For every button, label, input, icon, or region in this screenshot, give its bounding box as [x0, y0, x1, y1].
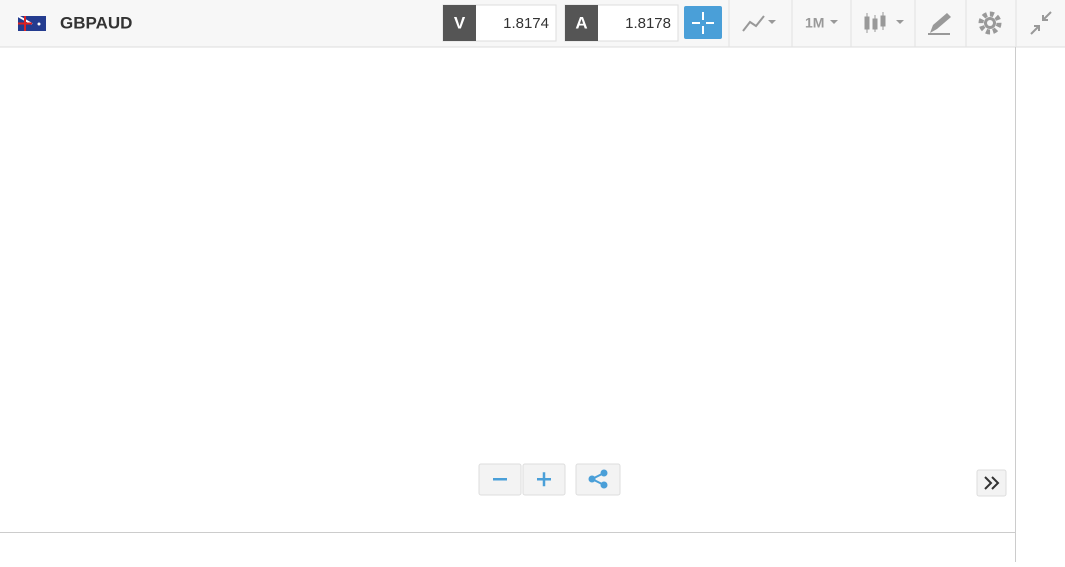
bid-label-box [443, 5, 476, 41]
timeframe[interactable]: 1M [805, 15, 824, 31]
collapse-button[interactable] [1030, 11, 1052, 35]
zoom-out-button[interactable] [478, 463, 522, 496]
scroll-right-button[interactable] [976, 469, 1007, 497]
ask-label-box [565, 5, 598, 41]
symbol: GBPAUD [60, 13, 132, 32]
flag-icon [17, 15, 46, 31]
crosshair-button[interactable] [684, 6, 722, 39]
settings-button[interactable] [978, 11, 1002, 35]
share-button[interactable] [575, 463, 621, 496]
candle-type-button[interactable] [864, 12, 904, 33]
chart-type-button[interactable] [742, 15, 776, 32]
ask-price: 1.8178 [625, 15, 671, 32]
ask-label: A [575, 13, 587, 32]
zoom-in-button[interactable] [522, 463, 566, 496]
bid-label: V [454, 13, 466, 32]
bid-price: 1.8174 [503, 15, 549, 32]
draw-tool-button[interactable] [928, 13, 951, 35]
